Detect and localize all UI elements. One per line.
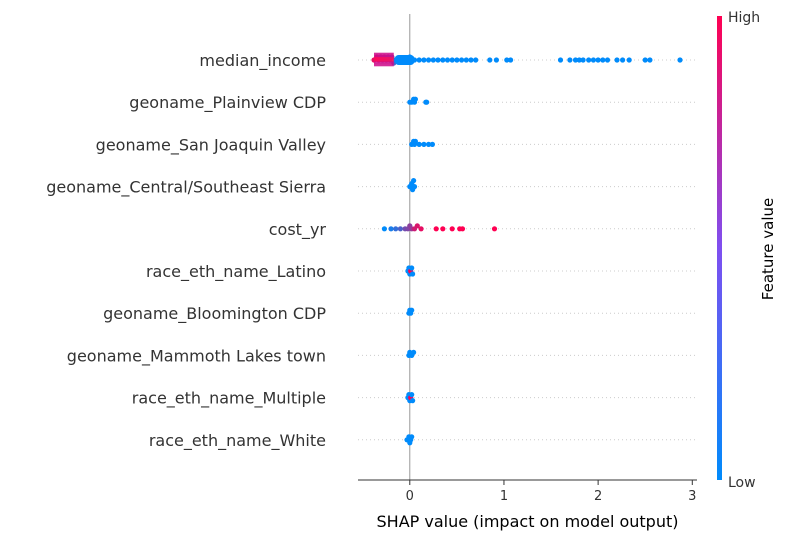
- shap-point: [426, 141, 432, 147]
- shap-point: [381, 226, 387, 232]
- shap-point: [416, 57, 422, 63]
- shap-point: [430, 57, 436, 63]
- feature-label: geoname_Bloomington CDP: [103, 304, 326, 324]
- x-tick-label: 1: [500, 489, 508, 504]
- shap-point: [409, 307, 415, 313]
- shap-point: [508, 57, 514, 63]
- shap-point: [397, 226, 403, 232]
- shap-point: [433, 226, 439, 232]
- shap-point: [409, 392, 415, 398]
- shap-point: [463, 57, 469, 63]
- shap-point: [393, 226, 399, 232]
- shap-point: [459, 57, 465, 63]
- shap-point: [614, 57, 620, 63]
- shap-point: [411, 178, 417, 184]
- shap-point: [444, 57, 451, 63]
- x-tick-label: 3: [688, 489, 696, 504]
- x-axis-ticks: 0 1 2 3: [406, 480, 696, 504]
- shap-point: [580, 57, 586, 63]
- shap-point: [421, 141, 427, 147]
- shap-point: [595, 57, 601, 63]
- feature-label: geoname_Plainview CDP: [129, 93, 326, 113]
- shap-point: [586, 57, 592, 63]
- shap-point: [567, 57, 573, 63]
- feature-label: geoname_Central/Southeast Sierra: [46, 178, 326, 198]
- shap-point: [388, 226, 394, 232]
- shap-point: [418, 226, 424, 232]
- shap-point-cluster: [394, 55, 415, 65]
- feature-label: race_eth_name_Multiple: [132, 389, 326, 409]
- shap-point: [590, 57, 597, 63]
- shap-point: [411, 349, 417, 355]
- shap-point: [440, 57, 446, 63]
- shap-point: [454, 57, 460, 63]
- shap-point: [647, 57, 653, 63]
- feature-label: cost_yr: [269, 220, 327, 240]
- shap-point: [677, 57, 683, 63]
- colorbar-title: Feature value: [759, 198, 777, 300]
- shap-point: [600, 57, 606, 63]
- feature-labels: median_income geoname_Plainview CDP geonam…: [46, 51, 326, 451]
- shap-point: [412, 138, 418, 144]
- shap-point: [440, 226, 446, 232]
- x-tick-label: 0: [406, 489, 414, 504]
- shap-point: [642, 57, 648, 63]
- x-axis-title: SHAP value (impact on model output): [377, 512, 679, 531]
- shap-point-cluster: [374, 54, 394, 58]
- shap-point: [410, 271, 416, 277]
- shap-point: [459, 226, 466, 232]
- shap-point: [414, 223, 420, 229]
- shap-point: [424, 99, 430, 105]
- shap-point: [421, 57, 427, 63]
- shap-point: [491, 226, 498, 232]
- shap-point: [473, 57, 479, 63]
- shap-point: [412, 96, 418, 102]
- shap-point: [429, 141, 435, 147]
- colorbar-gradient: [717, 16, 722, 480]
- shap-point: [576, 57, 582, 63]
- shap-point: [604, 57, 611, 63]
- shap-point: [557, 57, 564, 63]
- shap-point: [409, 434, 415, 440]
- shap-point: [411, 184, 418, 190]
- shap-point: [487, 57, 493, 63]
- colorbar-low-label: Low: [728, 475, 756, 491]
- shap-point: [468, 57, 474, 63]
- feature-label: geoname_San Joaquin Valley: [96, 135, 326, 155]
- colorbar-high-label: High: [728, 10, 760, 26]
- row-guides: [358, 59, 697, 441]
- shap-point: [426, 57, 432, 63]
- feature-label: geoname_Mammoth Lakes town: [67, 346, 326, 366]
- colorbar: High Low Feature value: [717, 10, 777, 491]
- shap-point-cluster: [374, 61, 394, 65]
- shap-point: [449, 57, 455, 63]
- shap-point-cluster: [374, 59, 394, 62]
- feature-label: race_eth_name_Latino: [146, 262, 326, 282]
- shap-point: [504, 57, 510, 63]
- shap-point: [572, 57, 579, 63]
- shap-point: [435, 57, 441, 63]
- shap-point: [449, 226, 455, 232]
- shap-point: [620, 57, 626, 63]
- shap-point: [410, 398, 416, 404]
- shap-point: [416, 141, 422, 147]
- shap-point: [626, 57, 632, 63]
- shap-point-cluster: [374, 52, 394, 56]
- shap-point: [409, 265, 415, 271]
- shap-point-cluster: [374, 57, 394, 60]
- feature-label: median_income: [199, 51, 326, 71]
- shap-point-cluster: [374, 63, 394, 67]
- shap-point: [493, 57, 499, 63]
- x-tick-label: 2: [594, 489, 602, 504]
- points-layer: [371, 52, 683, 446]
- feature-label: race_eth_name_White: [149, 431, 326, 451]
